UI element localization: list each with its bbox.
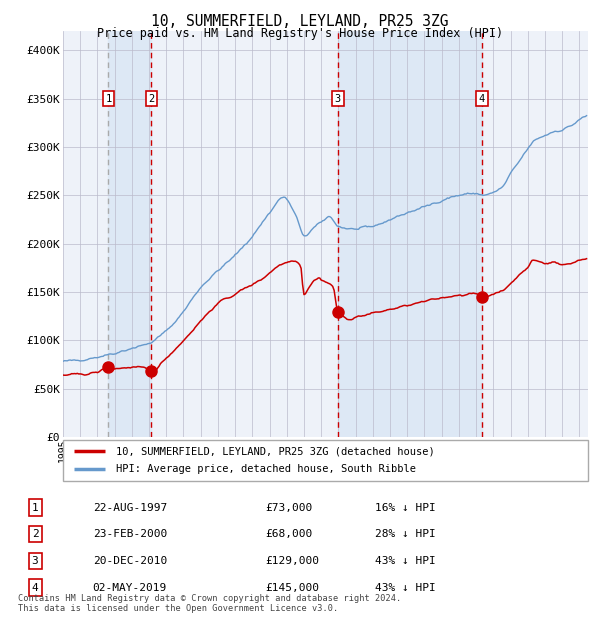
Text: £73,000: £73,000 <box>265 503 313 513</box>
Text: 28% ↓ HPI: 28% ↓ HPI <box>375 529 436 539</box>
Text: £68,000: £68,000 <box>265 529 313 539</box>
Text: 43% ↓ HPI: 43% ↓ HPI <box>375 556 436 566</box>
Text: 20-DEC-2010: 20-DEC-2010 <box>92 556 167 566</box>
Bar <box>109 31 151 437</box>
Text: HPI: Average price, detached house, South Ribble: HPI: Average price, detached house, Sout… <box>115 464 415 474</box>
Text: 4: 4 <box>32 583 38 593</box>
Text: 22-AUG-1997: 22-AUG-1997 <box>92 503 167 513</box>
Text: 3: 3 <box>335 94 341 104</box>
Text: 16% ↓ HPI: 16% ↓ HPI <box>375 503 436 513</box>
Text: 10, SUMMERFIELD, LEYLAND, PR25 3ZG (detached house): 10, SUMMERFIELD, LEYLAND, PR25 3ZG (deta… <box>115 446 434 456</box>
Text: 1: 1 <box>106 94 112 104</box>
Text: 4: 4 <box>479 94 485 104</box>
Text: 2: 2 <box>32 529 38 539</box>
Text: 23-FEB-2000: 23-FEB-2000 <box>92 529 167 539</box>
Text: 02-MAY-2019: 02-MAY-2019 <box>92 583 167 593</box>
Bar <box>338 31 482 437</box>
Text: Contains HM Land Registry data © Crown copyright and database right 2024.
This d: Contains HM Land Registry data © Crown c… <box>18 593 401 613</box>
Text: 1: 1 <box>32 503 38 513</box>
Text: 2: 2 <box>148 94 155 104</box>
Text: 43% ↓ HPI: 43% ↓ HPI <box>375 583 436 593</box>
Text: Price paid vs. HM Land Registry's House Price Index (HPI): Price paid vs. HM Land Registry's House … <box>97 27 503 40</box>
Text: 10, SUMMERFIELD, LEYLAND, PR25 3ZG: 10, SUMMERFIELD, LEYLAND, PR25 3ZG <box>151 14 449 29</box>
Text: 3: 3 <box>32 556 38 566</box>
Text: £129,000: £129,000 <box>265 556 319 566</box>
Text: £145,000: £145,000 <box>265 583 319 593</box>
